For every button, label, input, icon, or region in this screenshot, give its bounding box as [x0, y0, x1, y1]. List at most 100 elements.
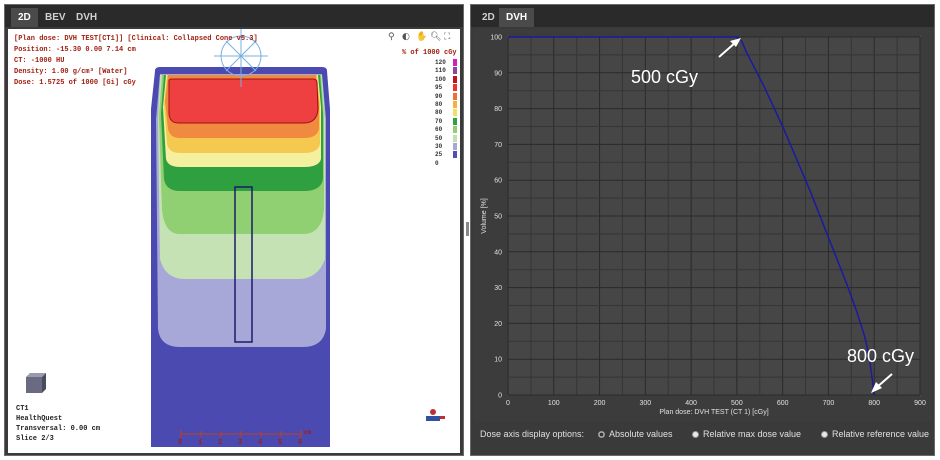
annotation-500-cgy: 500 cGy: [631, 67, 699, 87]
patient-orientation-icon: [426, 409, 445, 421]
y-tick-label: 50: [494, 214, 502, 221]
legend-label: 80: [435, 101, 443, 108]
y-tick-label: 40: [494, 249, 502, 256]
density-info: Density: 1.00 g/cm³ [Water]: [14, 68, 128, 76]
dose-2d-view[interactable]: [Plan dose: DVH TEST[CT1]] [Clinical: Co…: [8, 29, 460, 453]
x-tick-label: 900: [914, 400, 926, 407]
contour-rectangle: [234, 186, 253, 343]
option-relative-max-dose[interactable]: Relative max dose value: [692, 429, 801, 439]
x-tick-label: 300: [639, 400, 651, 407]
binoculars-icon[interactable]: ⚲: [388, 32, 395, 42]
scale-number: 1: [198, 439, 203, 447]
annotation-800-cgy: 800 cGy: [847, 346, 915, 366]
option-absolute-label: Absolute values: [609, 429, 673, 439]
radio-icon[interactable]: [821, 431, 828, 438]
fullscreen-icon[interactable]: ⛶: [444, 32, 451, 42]
left-tabbar: 2D BEV DVH: [5, 5, 463, 27]
legend-swatch: [453, 75, 457, 83]
option-relative-reference[interactable]: Relative reference value: [821, 429, 929, 439]
tab-dvh[interactable]: DVH: [76, 12, 98, 23]
option-relative-reference-label: Relative reference value: [832, 429, 930, 439]
image-set-name: CT1: [16, 405, 29, 413]
y-tick-label: 70: [494, 142, 502, 149]
dose-distribution-image: [26, 29, 445, 447]
dose-axis-options: Dose axis display options: Absolute valu…: [474, 423, 931, 447]
tab-bev[interactable]: BEV: [45, 12, 66, 23]
option-absolute-values[interactable]: Absolute values: [598, 429, 673, 439]
orientation-cube-icon: [26, 373, 46, 393]
x-tick-label: 800: [868, 400, 880, 407]
legend-swatch: [453, 101, 457, 108]
slice-position: Transversal: 0.00 cm: [16, 425, 101, 433]
x-tick-label: 500: [731, 400, 743, 407]
legend-swatch: [453, 84, 457, 92]
x-tick-label: 600: [777, 400, 789, 407]
patient-name: HealthQuest: [16, 415, 63, 423]
right-viewer-pane: 2D DVH 0 100 200 300 400 500 600 700 800 900 0 10 20…: [470, 4, 935, 456]
legend-label: 25: [435, 151, 443, 159]
plan-dose-info: [Plan dose: DVH TEST[CT1]] [Clinical: Co…: [14, 35, 258, 43]
annotation-arrowhead-800: [871, 382, 882, 393]
y-tick-label: 100: [490, 35, 502, 42]
right-tabbar: 2D DVH: [471, 5, 934, 27]
legend-label: 110: [435, 67, 446, 75]
scale-ruler: [180, 430, 302, 438]
legend-swatch: [453, 126, 457, 134]
option-relative-max-label: Relative max dose value: [703, 429, 802, 439]
ct-value-info: CT: -1000 HU: [14, 57, 65, 65]
tab-2d[interactable]: 2D: [11, 8, 38, 27]
legend-swatch: [453, 134, 457, 142]
x-tick-label: 400: [685, 400, 697, 407]
legend-title: % of 1000 cGy: [402, 49, 457, 57]
left-viewer-pane: 2D BEV DVH: [4, 4, 464, 456]
dvh-chart-svg: 0 100 200 300 400 500 600 700 800 900 0 10 20 30 40 50 6…: [481, 35, 926, 417]
beam-crosshair-icon[interactable]: [214, 29, 268, 87]
y-tick-label: 80: [494, 106, 502, 113]
y-axis-label: Volume [%]: [481, 198, 488, 233]
dose-region-95: [168, 78, 319, 124]
legend-label: 0: [435, 159, 439, 167]
dose-options-label: Dose axis display options:: [480, 429, 585, 439]
legend-label: 60: [435, 126, 443, 134]
legend-swatch: [453, 159, 457, 167]
window-level-icon[interactable]: ◐: [402, 32, 410, 42]
dvh-chart[interactable]: 0 100 200 300 400 500 600 700 800 900 0 10 20 30 40 50 6…: [474, 29, 931, 421]
dose-value-info: Dose: 1.5725 of 1000 [Gi] cGy: [14, 79, 136, 87]
y-tick-label: 30: [494, 285, 502, 292]
legend-swatch: [453, 109, 457, 117]
x-tick-label: 700: [823, 400, 835, 407]
legend-label: 120: [435, 59, 446, 66]
legend-swatch: [453, 151, 457, 159]
y-tick-label: 0: [498, 393, 502, 400]
splitter-handle[interactable]: [466, 222, 469, 236]
legend-swatch: [453, 59, 457, 66]
scale-number: 3: [238, 439, 243, 447]
scale-number: 6: [298, 439, 303, 447]
y-tick-label: 60: [494, 178, 502, 185]
radio-icon[interactable]: [692, 431, 699, 438]
legend-swatch: [453, 117, 457, 125]
slice-number: Slice 2/3: [16, 435, 54, 443]
legend-label: 30: [435, 143, 443, 150]
legend-label: 95: [435, 84, 443, 92]
legend-label: 80: [435, 109, 443, 117]
legend-swatch: [453, 67, 457, 75]
dvh-curve: [508, 36, 875, 396]
zoom-icon[interactable]: 🔍︎: [430, 32, 442, 42]
scale-number: 5: [278, 439, 283, 447]
y-tick-label: 90: [494, 70, 502, 77]
legend-label: 90: [435, 92, 443, 100]
radio-selected-icon[interactable]: [598, 431, 605, 438]
hand-pan-icon[interactable]: ✋: [416, 32, 428, 42]
legend-label: 100: [435, 75, 446, 83]
annotation-arrowhead-500: [730, 38, 741, 47]
tab-dvh-right[interactable]: DVH: [499, 8, 535, 27]
legend-swatch: [453, 92, 457, 100]
legend-swatch: [453, 143, 457, 150]
scale-number: 4: [258, 439, 263, 447]
x-tick-label: 200: [594, 400, 606, 407]
tab-2d-right[interactable]: 2D: [482, 12, 495, 23]
position-info: Position: -15.30 0.00 7.14 cm: [14, 46, 136, 54]
legend-label: 70: [435, 117, 443, 125]
x-tick-label: 0: [506, 400, 510, 407]
